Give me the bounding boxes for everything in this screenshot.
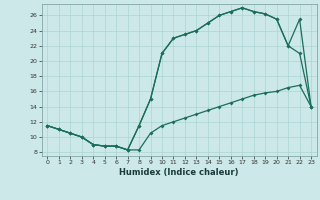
- X-axis label: Humidex (Indice chaleur): Humidex (Indice chaleur): [119, 168, 239, 177]
